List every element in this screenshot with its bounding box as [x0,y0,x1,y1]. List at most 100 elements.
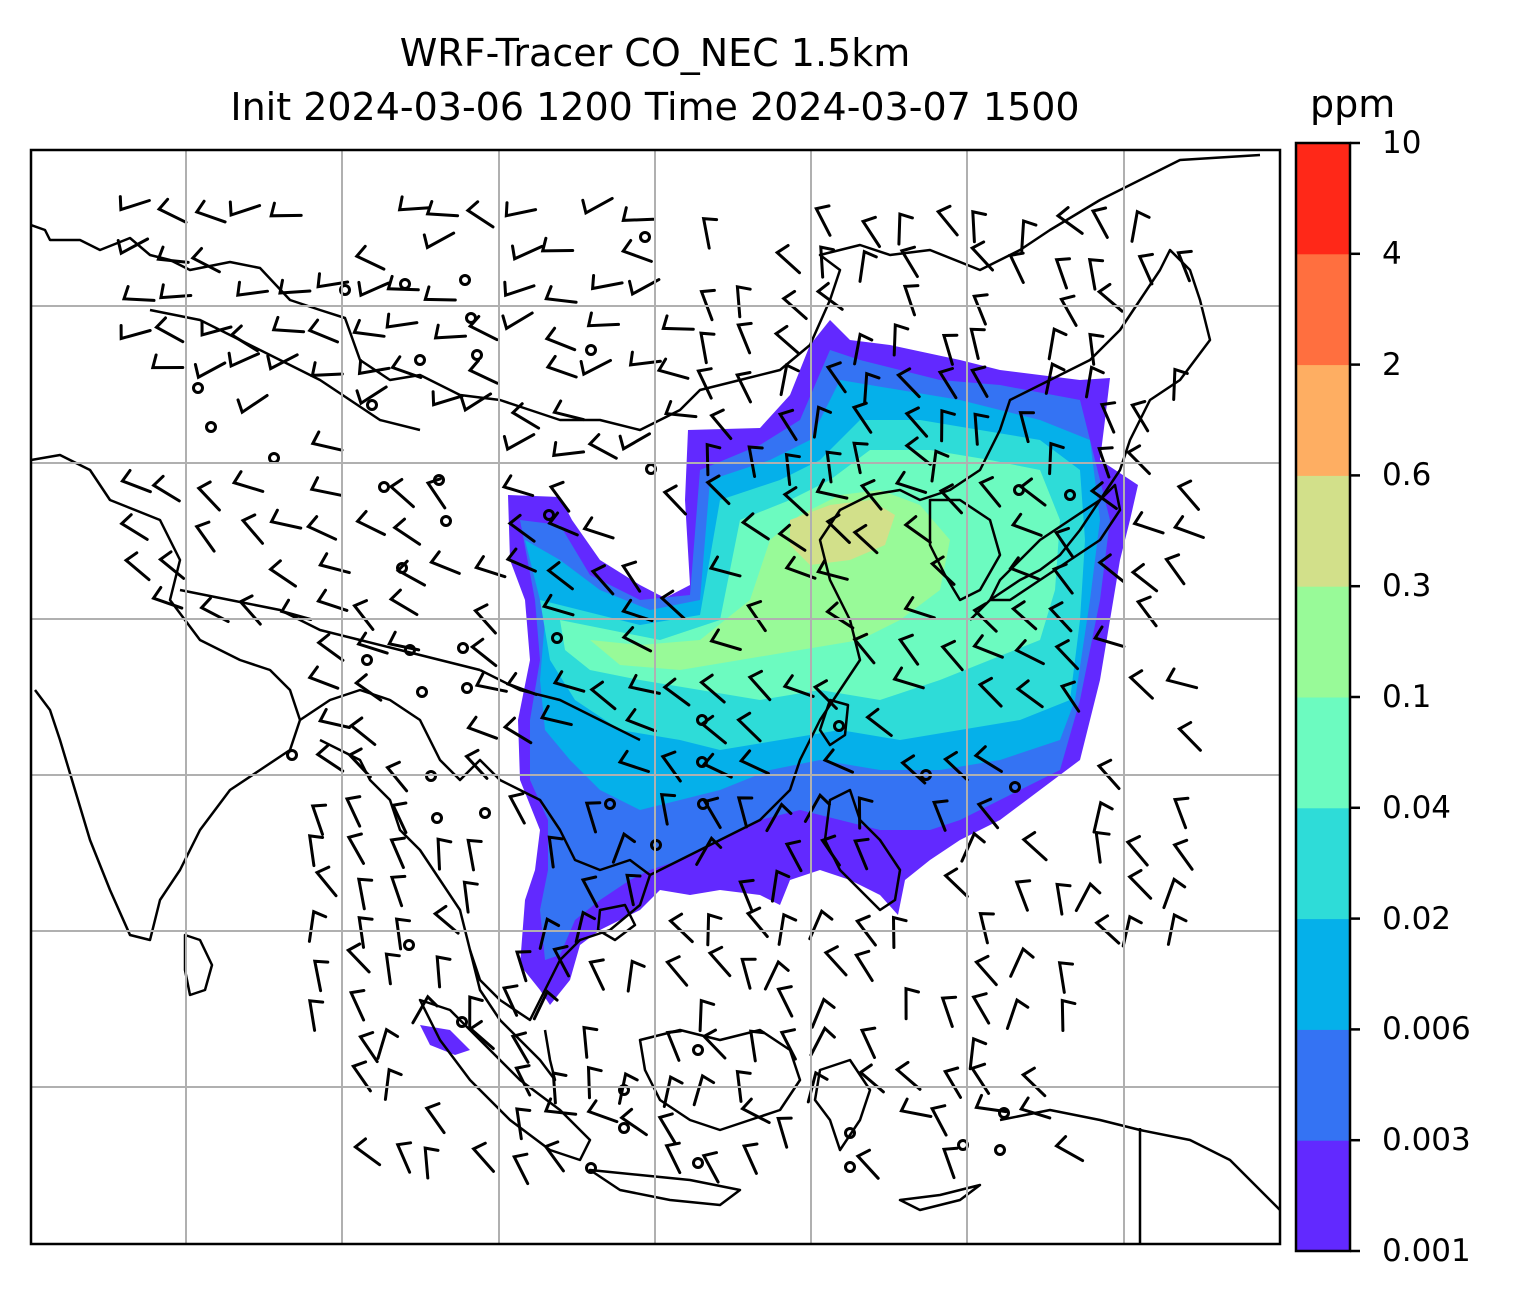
colorbar-swatch [1296,364,1350,476]
wind-barb [707,945,732,978]
calm-wind-marker [844,1161,856,1173]
wind-barb [976,797,1000,830]
wind-barb [150,353,185,370]
wind-barb [469,637,498,668]
wind-barb [411,994,439,1025]
wind-barb [352,599,375,631]
wind-barb [390,355,423,379]
wind-barb [552,670,586,693]
wind-barb [356,877,374,911]
wind-barb [1054,257,1071,290]
wind-barb [436,837,453,871]
wind-barb [904,406,929,438]
wind-barb [1087,257,1105,291]
wind-barb [422,231,456,250]
coastline-indochina [299,688,652,1022]
wind-barb [1054,639,1079,671]
wind-barb [738,749,770,775]
wind-barb [941,333,959,366]
wind-barb [970,365,989,398]
wind-barb [661,314,695,331]
wind-barb [236,394,269,415]
wind-barb [307,834,325,868]
map-title-line1: WRF-Tracer CO_NEC 1.5km [399,31,911,75]
wind-barb [194,520,216,553]
wind-barb [859,1026,877,1059]
colorbar-unit-label: ppm [1310,82,1396,126]
colorbar-tick-label: 4 [1382,235,1402,272]
wind-barb [903,515,932,544]
coastline-sumatra [418,998,592,1162]
wind-barb [151,586,184,610]
wind-barb [589,680,617,711]
wind-barb [899,1097,933,1118]
wind-barb [1055,206,1084,235]
wind-barb [822,748,854,774]
wind-barb [823,945,848,977]
wind-barb [770,869,791,903]
wind-barb [355,385,388,406]
wind-barb [968,1036,988,1071]
wind-barb [709,628,742,651]
wind-barb [352,318,386,338]
wind-barb [503,280,536,298]
wind-barb [395,1141,413,1174]
wind-barb [501,474,535,497]
wind-barb [383,1067,403,1101]
wind-barb [190,247,221,274]
wind-barb [1130,563,1159,593]
wind-barb [668,912,694,944]
wind-barb [389,874,407,908]
wind-barb [353,673,383,702]
wind-barb [579,358,612,377]
colorbar-tick-label: 10 [1382,125,1422,161]
wind-barb [544,285,578,304]
wind-barb [156,245,190,264]
wind-barb [942,1066,962,1099]
wind-barb [1008,556,1041,581]
wind-barb [619,1107,648,1137]
wind-barb [357,915,374,949]
wind-barb [504,201,538,218]
calm-wind-marker [1064,489,1076,501]
wind-barb [466,715,499,740]
calm-wind-marker [339,284,351,296]
wind-barb [472,603,497,635]
wind-barb [738,878,755,912]
wind-barb [316,633,345,662]
wind-barb [709,408,733,440]
wind-barb [706,912,723,947]
wind-barb [1099,401,1117,434]
wind-barb [1059,680,1081,713]
wind-barb [708,555,742,578]
wind-barb [702,796,722,829]
coastline-java [588,1168,742,1207]
wind-barb [236,280,269,297]
wind-barb [776,1116,793,1149]
wind-barb [118,195,151,212]
wind-barb [894,470,928,494]
wind-barb [425,200,460,218]
wind-barb [1010,600,1038,631]
wind-barb [969,327,986,360]
wind-barb [227,351,260,369]
wind-barb [701,216,719,250]
wind-barb [588,958,605,991]
wind-barb [532,989,559,1021]
wind-barb [784,452,801,486]
wind-barb [551,1071,568,1105]
wind-barb [855,1148,880,1180]
border-central-asia [149,308,421,432]
wind-barb [972,634,1004,659]
wind-barb [1014,639,1045,666]
wind-barb [473,555,507,579]
colorbar-tick-label: 0.3 [1382,568,1432,605]
wind-barb [929,555,956,586]
wind-barb [812,679,838,710]
wind-barb [1015,679,1044,709]
wind-barb [268,559,297,588]
wind-barb [348,716,377,746]
wind-barb [699,714,727,745]
wind-barb [123,551,151,582]
wind-barb [701,1151,720,1184]
